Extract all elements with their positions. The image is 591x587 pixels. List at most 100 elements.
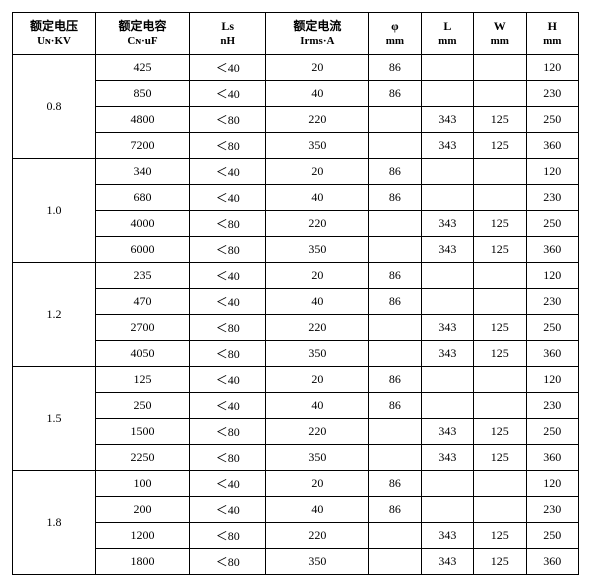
cell-phi: 86: [369, 185, 421, 211]
cell-h: 120: [526, 367, 579, 393]
cell-irms: 40: [266, 185, 369, 211]
spec-table: 额定电压 Uɴ·KV 额定电容 Cɴ·uF Ls nH 额定电流 Irms·A …: [12, 12, 579, 575]
col-header-h: H mm: [526, 13, 579, 55]
cell-phi: [369, 211, 421, 237]
cell-cap: 2250: [96, 445, 190, 471]
col-header-main: 额定电流: [268, 18, 366, 34]
cell-irms: 350: [266, 237, 369, 263]
cell-cap: 2700: [96, 315, 190, 341]
cell-phi: [369, 107, 421, 133]
col-header-main: φ: [371, 18, 418, 34]
cell-cap: 4800: [96, 107, 190, 133]
col-header-sub: Uɴ·KV: [15, 34, 93, 49]
cell-ls: ＜80: [190, 549, 266, 575]
cell-cap: 6000: [96, 237, 190, 263]
cell-ls: ＜40: [190, 289, 266, 315]
cell-phi: 86: [369, 367, 421, 393]
cell-irms: 20: [266, 263, 369, 289]
cell-cap: 850: [96, 81, 190, 107]
cell-cap: 4050: [96, 341, 190, 367]
cell-phi: 86: [369, 159, 421, 185]
col-header-voltage: 额定电压 Uɴ·KV: [13, 13, 96, 55]
cell-phi: 86: [369, 55, 421, 81]
col-header-sub: mm: [424, 34, 471, 49]
cell-irms: 20: [266, 55, 369, 81]
cell-phi: [369, 445, 421, 471]
cell-ls: ＜40: [190, 393, 266, 419]
cell-w: 125: [474, 237, 526, 263]
cell-h: 360: [526, 237, 579, 263]
cell-irms: 350: [266, 549, 369, 575]
cell-h: 230: [526, 497, 579, 523]
cell-l: [421, 55, 473, 81]
col-header-main: 额定电容: [98, 18, 187, 34]
cell-irms: 220: [266, 419, 369, 445]
cell-cap: 1500: [96, 419, 190, 445]
col-header-phi: φ mm: [369, 13, 421, 55]
cell-ls: ＜40: [190, 55, 266, 81]
cell-w: 125: [474, 523, 526, 549]
cell-phi: [369, 315, 421, 341]
cell-h: 250: [526, 523, 579, 549]
cell-irms: 20: [266, 159, 369, 185]
cell-irms: 40: [266, 81, 369, 107]
cell-l: [421, 289, 473, 315]
cell-cap: 1800: [96, 549, 190, 575]
table-row: 200＜404086230: [13, 497, 579, 523]
cell-w: 125: [474, 107, 526, 133]
cell-cap: 125: [96, 367, 190, 393]
table-row: 4800＜80220343125250: [13, 107, 579, 133]
cell-h: 230: [526, 393, 579, 419]
table-row: 7200＜80350343125360: [13, 133, 579, 159]
cell-ls: ＜40: [190, 159, 266, 185]
cell-phi: 86: [369, 289, 421, 315]
cell-w: 125: [474, 445, 526, 471]
table-row: 2700＜80220343125250: [13, 315, 579, 341]
cell-w: 125: [474, 341, 526, 367]
cell-w: [474, 393, 526, 419]
cell-h: 250: [526, 315, 579, 341]
col-header-sub: Cɴ·uF: [98, 34, 187, 49]
cell-h: 360: [526, 445, 579, 471]
col-header-main: W: [476, 18, 523, 34]
cell-voltage: 1.0: [13, 159, 96, 263]
table-row: 1200＜80220343125250: [13, 523, 579, 549]
cell-cap: 100: [96, 471, 190, 497]
cell-irms: 220: [266, 107, 369, 133]
cell-ls: ＜80: [190, 237, 266, 263]
cell-ls: ＜80: [190, 107, 266, 133]
cell-ls: ＜80: [190, 133, 266, 159]
table-row: 680＜404086230: [13, 185, 579, 211]
cell-ls: ＜40: [190, 185, 266, 211]
col-header-sub: nH: [192, 34, 263, 49]
col-header-ls: Ls nH: [190, 13, 266, 55]
cell-phi: 86: [369, 497, 421, 523]
col-header-l: L mm: [421, 13, 473, 55]
cell-phi: [369, 549, 421, 575]
cell-l: 343: [421, 549, 473, 575]
cell-l: 343: [421, 445, 473, 471]
table-row: 4000＜80220343125250: [13, 211, 579, 237]
cell-h: 120: [526, 471, 579, 497]
table-header-row: 额定电压 Uɴ·KV 额定电容 Cɴ·uF Ls nH 额定电流 Irms·A …: [13, 13, 579, 55]
cell-w: [474, 81, 526, 107]
table-row: 1.5125＜402086120: [13, 367, 579, 393]
cell-ls: ＜40: [190, 471, 266, 497]
cell-l: 343: [421, 107, 473, 133]
cell-l: 343: [421, 341, 473, 367]
table-row: 1800＜80350343125360: [13, 549, 579, 575]
cell-ls: ＜40: [190, 497, 266, 523]
cell-w: 125: [474, 315, 526, 341]
cell-w: [474, 263, 526, 289]
table-row: 1.8100＜402086120: [13, 471, 579, 497]
cell-w: [474, 55, 526, 81]
col-header-sub: mm: [476, 34, 523, 49]
cell-l: 343: [421, 523, 473, 549]
cell-phi: 86: [369, 393, 421, 419]
cell-h: 250: [526, 419, 579, 445]
table-row: 2250＜80350343125360: [13, 445, 579, 471]
cell-irms: 20: [266, 367, 369, 393]
cell-phi: [369, 341, 421, 367]
table-row: 250＜404086230: [13, 393, 579, 419]
cell-cap: 7200: [96, 133, 190, 159]
